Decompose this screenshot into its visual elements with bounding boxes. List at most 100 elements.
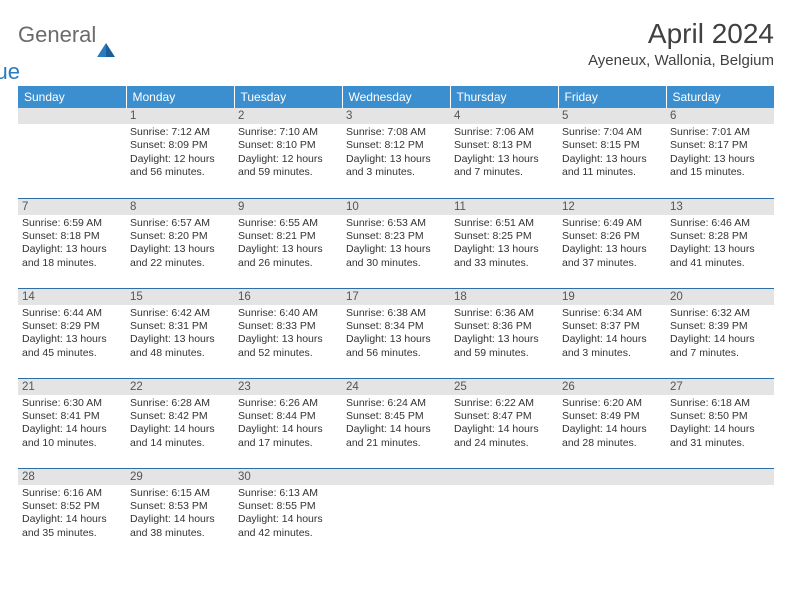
- sunrise-line: Sunrise: 6:40 AM: [238, 307, 318, 319]
- sunrise-line: Sunrise: 6:51 AM: [454, 217, 534, 229]
- daylight-line: Daylight: 14 hours and 21 minutes.: [346, 423, 431, 448]
- day-number: 26: [558, 379, 666, 395]
- daylight-line: Daylight: 12 hours and 59 minutes.: [238, 153, 323, 178]
- calendar-cell: 30Sunrise: 6:13 AMSunset: 8:55 PMDayligh…: [234, 468, 342, 558]
- day-details: Sunrise: 6:59 AMSunset: 8:18 PMDaylight:…: [18, 215, 126, 275]
- daylight-line: Daylight: 13 hours and 45 minutes.: [22, 333, 107, 358]
- calendar-cell: 18Sunrise: 6:36 AMSunset: 8:36 PMDayligh…: [450, 288, 558, 378]
- sunset-line: Sunset: 8:17 PM: [670, 139, 748, 151]
- day-number: 7: [18, 199, 126, 215]
- day-number-empty: [666, 469, 774, 485]
- sunset-line: Sunset: 8:36 PM: [454, 320, 532, 332]
- calendar-body: 1Sunrise: 7:12 AMSunset: 8:09 PMDaylight…: [18, 108, 774, 558]
- calendar-cell: [666, 468, 774, 558]
- sunset-line: Sunset: 8:15 PM: [562, 139, 640, 151]
- calendar-cell: [342, 468, 450, 558]
- day-details: Sunrise: 6:44 AMSunset: 8:29 PMDaylight:…: [18, 305, 126, 365]
- sunset-line: Sunset: 8:33 PM: [238, 320, 316, 332]
- day-number: 3: [342, 108, 450, 124]
- sunset-line: Sunset: 8:21 PM: [238, 230, 316, 242]
- day-details: Sunrise: 6:28 AMSunset: 8:42 PMDaylight:…: [126, 395, 234, 455]
- logo-triangle-icon: [106, 18, 115, 57]
- sunrise-line: Sunrise: 7:08 AM: [346, 126, 426, 138]
- sunset-line: Sunset: 8:12 PM: [346, 139, 424, 151]
- day-number: 5: [558, 108, 666, 124]
- sunrise-line: Sunrise: 6:22 AM: [454, 397, 534, 409]
- weekday-header: Sunday: [18, 86, 126, 108]
- calendar-cell: [558, 468, 666, 558]
- sunset-line: Sunset: 8:44 PM: [238, 410, 316, 422]
- daylight-line: Daylight: 14 hours and 14 minutes.: [130, 423, 215, 448]
- daylight-line: Daylight: 14 hours and 24 minutes.: [454, 423, 539, 448]
- day-number: 1: [126, 108, 234, 124]
- day-number: 2: [234, 108, 342, 124]
- month-year-title: April 2024: [588, 18, 774, 50]
- daylight-line: Daylight: 13 hours and 3 minutes.: [346, 153, 431, 178]
- day-details: Sunrise: 6:20 AMSunset: 8:49 PMDaylight:…: [558, 395, 666, 455]
- calendar-cell: 23Sunrise: 6:26 AMSunset: 8:44 PMDayligh…: [234, 378, 342, 468]
- day-details: Sunrise: 6:40 AMSunset: 8:33 PMDaylight:…: [234, 305, 342, 365]
- sunrise-line: Sunrise: 6:46 AM: [670, 217, 750, 229]
- sunrise-line: Sunrise: 6:16 AM: [22, 487, 102, 499]
- daylight-line: Daylight: 14 hours and 3 minutes.: [562, 333, 647, 358]
- sunset-line: Sunset: 8:49 PM: [562, 410, 640, 422]
- sunset-line: Sunset: 8:13 PM: [454, 139, 532, 151]
- day-details: Sunrise: 7:12 AMSunset: 8:09 PMDaylight:…: [126, 124, 234, 184]
- calendar-cell: 27Sunrise: 6:18 AMSunset: 8:50 PMDayligh…: [666, 378, 774, 468]
- logo-text-block: General Blue: [18, 22, 114, 74]
- calendar-cell: 21Sunrise: 6:30 AMSunset: 8:41 PMDayligh…: [18, 378, 126, 468]
- sunrise-line: Sunrise: 6:44 AM: [22, 307, 102, 319]
- sunrise-line: Sunrise: 6:15 AM: [130, 487, 210, 499]
- daylight-line: Daylight: 13 hours and 33 minutes.: [454, 243, 539, 268]
- calendar-cell: 8Sunrise: 6:57 AMSunset: 8:20 PMDaylight…: [126, 198, 234, 288]
- daylight-line: Daylight: 13 hours and 37 minutes.: [562, 243, 647, 268]
- day-details: Sunrise: 6:26 AMSunset: 8:44 PMDaylight:…: [234, 395, 342, 455]
- sunset-line: Sunset: 8:39 PM: [670, 320, 748, 332]
- daylight-line: Daylight: 13 hours and 15 minutes.: [670, 153, 755, 178]
- calendar-cell: 24Sunrise: 6:24 AMSunset: 8:45 PMDayligh…: [342, 378, 450, 468]
- day-number: 14: [18, 289, 126, 305]
- day-details: Sunrise: 6:18 AMSunset: 8:50 PMDaylight:…: [666, 395, 774, 455]
- daylight-line: Daylight: 13 hours and 41 minutes.: [670, 243, 755, 268]
- sunset-line: Sunset: 8:42 PM: [130, 410, 208, 422]
- sunset-line: Sunset: 8:50 PM: [670, 410, 748, 422]
- weekday-header: Friday: [558, 86, 666, 108]
- brand-logo: General Blue: [18, 18, 114, 74]
- day-number: 25: [450, 379, 558, 395]
- day-details: Sunrise: 7:04 AMSunset: 8:15 PMDaylight:…: [558, 124, 666, 184]
- calendar-row: 7Sunrise: 6:59 AMSunset: 8:18 PMDaylight…: [18, 198, 774, 288]
- calendar-cell: 2Sunrise: 7:10 AMSunset: 8:10 PMDaylight…: [234, 108, 342, 198]
- day-details: Sunrise: 6:16 AMSunset: 8:52 PMDaylight:…: [18, 485, 126, 545]
- day-number-empty: [18, 108, 126, 124]
- sunrise-line: Sunrise: 7:12 AM: [130, 126, 210, 138]
- day-number: 16: [234, 289, 342, 305]
- sunset-line: Sunset: 8:53 PM: [130, 500, 208, 512]
- daylight-line: Daylight: 14 hours and 28 minutes.: [562, 423, 647, 448]
- calendar-cell: 26Sunrise: 6:20 AMSunset: 8:49 PMDayligh…: [558, 378, 666, 468]
- calendar-cell: 6Sunrise: 7:01 AMSunset: 8:17 PMDaylight…: [666, 108, 774, 198]
- daylight-line: Daylight: 12 hours and 56 minutes.: [130, 153, 215, 178]
- sunset-line: Sunset: 8:52 PM: [22, 500, 100, 512]
- day-number: 13: [666, 199, 774, 215]
- day-details: Sunrise: 6:38 AMSunset: 8:34 PMDaylight:…: [342, 305, 450, 365]
- day-number: 11: [450, 199, 558, 215]
- title-block: April 2024 Ayeneux, Wallonia, Belgium: [588, 18, 774, 69]
- calendar-table: SundayMondayTuesdayWednesdayThursdayFrid…: [18, 86, 774, 558]
- sunrise-line: Sunrise: 6:36 AM: [454, 307, 534, 319]
- daylight-line: Daylight: 14 hours and 17 minutes.: [238, 423, 323, 448]
- day-number: 9: [234, 199, 342, 215]
- daylight-line: Daylight: 14 hours and 7 minutes.: [670, 333, 755, 358]
- sunset-line: Sunset: 8:26 PM: [562, 230, 640, 242]
- day-number: 17: [342, 289, 450, 305]
- sunset-line: Sunset: 8:41 PM: [22, 410, 100, 422]
- calendar-cell: 7Sunrise: 6:59 AMSunset: 8:18 PMDaylight…: [18, 198, 126, 288]
- day-number: 8: [126, 199, 234, 215]
- calendar-cell: 29Sunrise: 6:15 AMSunset: 8:53 PMDayligh…: [126, 468, 234, 558]
- sunrise-line: Sunrise: 6:38 AM: [346, 307, 426, 319]
- day-details: Sunrise: 6:55 AMSunset: 8:21 PMDaylight:…: [234, 215, 342, 275]
- calendar-cell: 28Sunrise: 6:16 AMSunset: 8:52 PMDayligh…: [18, 468, 126, 558]
- calendar-row: 14Sunrise: 6:44 AMSunset: 8:29 PMDayligh…: [18, 288, 774, 378]
- sunrise-line: Sunrise: 6:57 AM: [130, 217, 210, 229]
- day-details: Sunrise: 6:22 AMSunset: 8:47 PMDaylight:…: [450, 395, 558, 455]
- daylight-line: Daylight: 13 hours and 11 minutes.: [562, 153, 647, 178]
